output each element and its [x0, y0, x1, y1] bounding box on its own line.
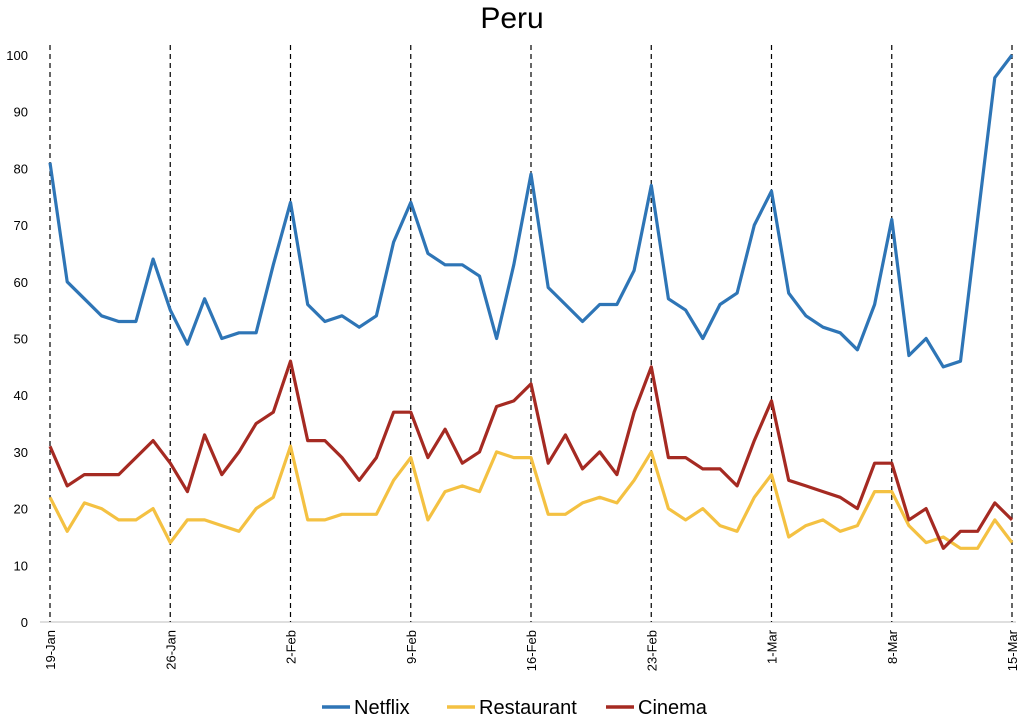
legend-item-restaurant: Restaurant [447, 697, 577, 719]
y-tick-label: 0 [21, 615, 28, 630]
series-line-restaurant [48, 444, 1014, 550]
legend-label: Cinema [638, 697, 708, 719]
y-tick-label: 30 [14, 445, 28, 460]
y-tick-label: 90 [14, 105, 28, 120]
y-tick-label: 20 [14, 502, 28, 517]
legend-item-cinema: Cinema [606, 697, 708, 719]
x-axis: 19-Jan 26-Jan 2-Feb 9-Feb 16-Feb 23-Feb 1-Mar 8… [43, 629, 1020, 671]
x-tick-label: 16-Feb [524, 630, 539, 671]
x-tick-label: 26-Jan [163, 630, 178, 670]
legend-label: Netflix [354, 697, 410, 719]
x-tick-label: 23-Feb [644, 630, 659, 671]
y-tick-label: 50 [14, 332, 28, 347]
x-tick-label: 8-Mar [885, 629, 900, 664]
x-tick-label: 9-Feb [404, 630, 419, 664]
y-tick-label: 10 [14, 558, 28, 573]
series-line-netflix [48, 54, 1014, 369]
week-markers [49, 45, 1013, 622]
legend: Netflix Restaurant Cinema [322, 697, 708, 719]
x-tick-label: 1-Mar [765, 629, 780, 664]
series-line-cinema [48, 359, 1014, 550]
x-tick-label: 2-Feb [284, 630, 299, 664]
legend-item-netflix: Netflix [322, 697, 410, 719]
x-tick-label: 15-Mar [1005, 629, 1020, 671]
legend-label: Restaurant [479, 697, 577, 719]
y-axis: 0 10 20 30 40 50 60 70 80 90 100 [6, 48, 1016, 630]
y-tick-label: 80 [14, 161, 28, 176]
y-tick-label: 70 [14, 218, 28, 233]
series-lines [48, 54, 1014, 550]
y-tick-label: 40 [14, 388, 28, 403]
y-tick-label: 100 [6, 48, 28, 63]
x-tick-label: 19-Jan [43, 630, 58, 670]
y-tick-label: 60 [14, 275, 28, 290]
chart-title: Peru [480, 2, 543, 35]
